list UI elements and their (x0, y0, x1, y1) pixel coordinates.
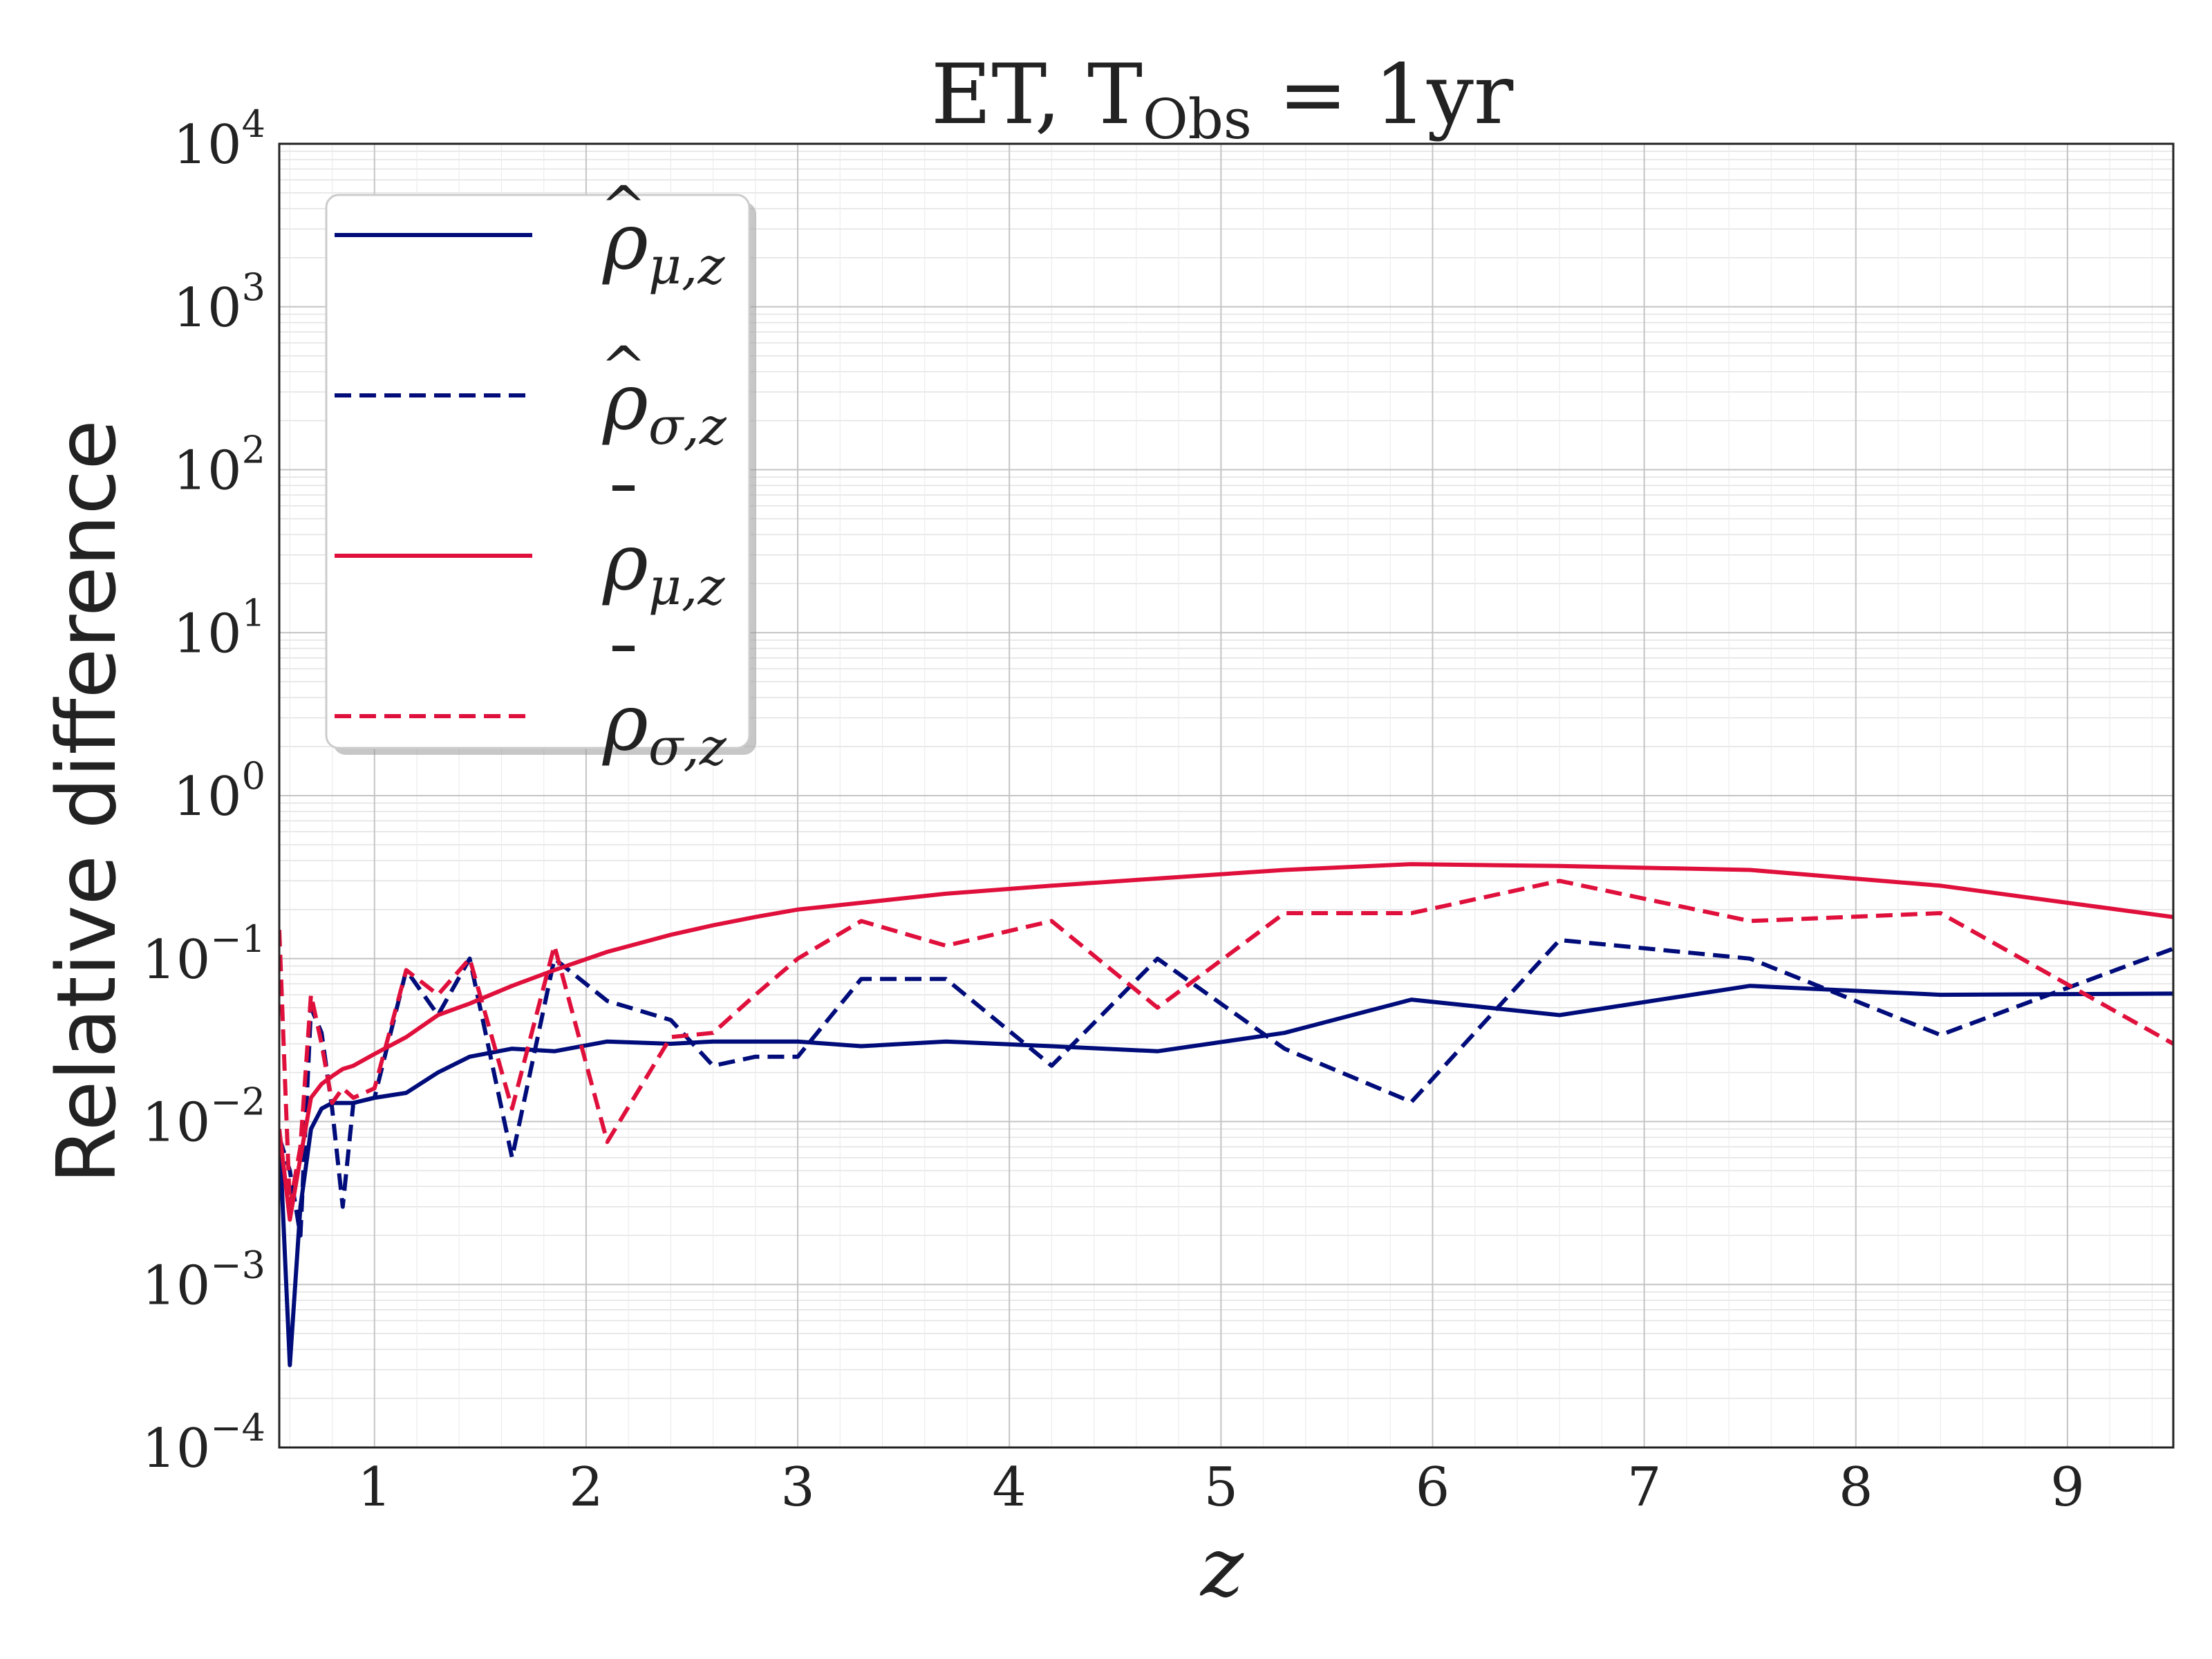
x-tick-label: 4 (992, 1456, 1027, 1519)
y-tick-label: 102 (173, 429, 265, 503)
legend-box (325, 194, 751, 749)
y-tick-label: 10−2 (142, 1080, 265, 1154)
y-tick-label: 101 (173, 591, 265, 665)
legend-label: ρσ,z (602, 678, 727, 777)
series-line-1 (279, 984, 2173, 1367)
legend-label: ρμ,z (602, 197, 725, 296)
legend-accent: ^ (600, 174, 646, 238)
x-tick-label: 1 (357, 1456, 392, 1519)
y-tick-label: 10−1 (142, 917, 265, 991)
x-tick-label: 7 (1627, 1456, 1662, 1519)
chart-title: ET, TObs = 1yr (931, 47, 1514, 151)
x-axis-label: z (1199, 1519, 1244, 1615)
x-tick-labels: 1 2 3 4 5 6 7 8 9 (357, 1456, 2085, 1519)
x-tick-label: 2 (569, 1456, 603, 1519)
chart-title-main: ET, T (931, 47, 1143, 143)
legend: ρμ,z^ρσ,z^ρμ,z¯ρσ,z¯ (325, 174, 756, 777)
y-tick-label: 103 (173, 265, 265, 339)
chart-title-subscript: Obs (1143, 87, 1252, 151)
legend-label: ρσ,z (602, 357, 727, 456)
legend-accent: ¯ (605, 471, 643, 560)
series-line-4 (279, 879, 2173, 1209)
x-tick-label: 5 (1204, 1456, 1239, 1519)
chart-title-tail: = 1yr (1252, 47, 1514, 143)
x-tick-label: 8 (1839, 1456, 1873, 1519)
y-tick-label: 104 (173, 102, 265, 176)
y-tick-label: 10−4 (142, 1406, 265, 1480)
x-tick-label: 9 (2050, 1456, 2085, 1519)
plot-frame (278, 142, 2175, 1449)
series-layer (279, 862, 2173, 1367)
legend-accent: ^ (600, 335, 646, 399)
y-tick-label: 100 (173, 754, 265, 828)
y-tick-label: 10−3 (142, 1243, 265, 1317)
legend-entries: ρμ,z^ρσ,z^ρμ,z¯ρσ,z¯ (335, 174, 727, 777)
x-tick-label: 3 (780, 1456, 815, 1519)
y-axis-label: Relative difference (39, 420, 134, 1184)
x-tick-label: 6 (1416, 1456, 1450, 1519)
legend-accent: ¯ (605, 632, 643, 720)
y-tick-labels: 10−4 10−3 10−2 10−1 100 101 102 103 104 (142, 102, 265, 1480)
legend-label: ρμ,z (602, 518, 725, 617)
